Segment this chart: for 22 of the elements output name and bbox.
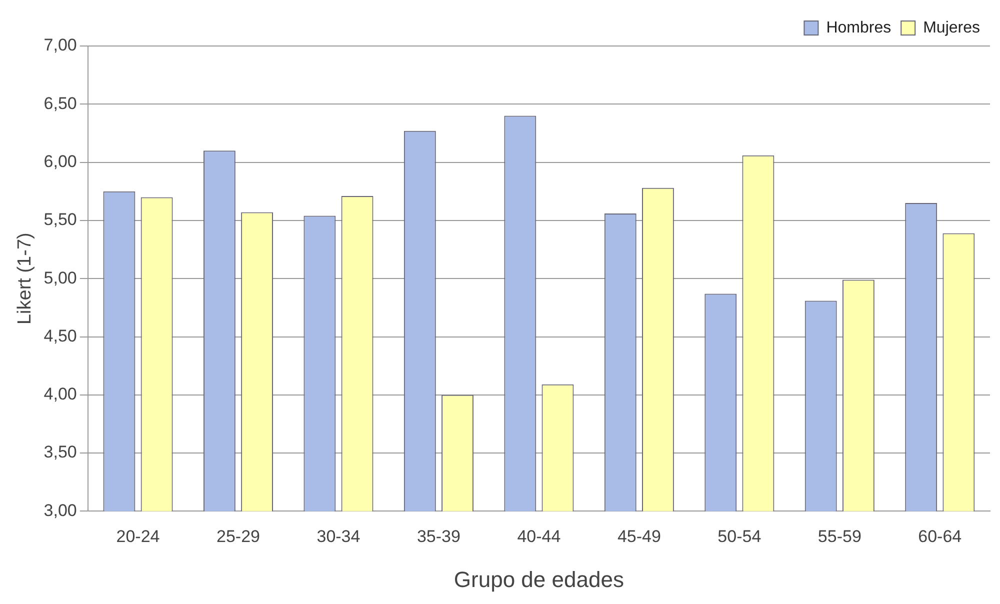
legend-label: Mujeres	[923, 19, 980, 36]
y-tick-label: 6,50	[44, 94, 77, 113]
y-tick-label: 4,00	[44, 384, 77, 404]
y-tick-label: 7,00	[44, 36, 77, 55]
y-tick-label: 3,00	[44, 500, 77, 520]
x-axis-title: Grupo de edades	[454, 566, 624, 592]
y-tick-label: 4,50	[44, 326, 77, 346]
x-tick-label: 20-24	[116, 527, 160, 546]
y-tick-label: 5,00	[44, 268, 77, 288]
x-tick-label: 35-39	[416, 527, 460, 546]
y-tick-label: 3,50	[44, 442, 77, 462]
x-tick-label: 45-49	[617, 527, 661, 546]
x-tick-label: 60-64	[918, 527, 962, 546]
x-tick-label: 40-44	[517, 527, 561, 546]
y-tick-label: 6,00	[44, 152, 77, 171]
x-tick-label: 50-54	[718, 527, 762, 546]
x-tick-label: 25-29	[216, 527, 260, 546]
x-tick-label: 30-34	[316, 527, 360, 546]
legend-label: Hombres	[826, 19, 892, 36]
y-axis-title: Likert (1-7)	[14, 232, 36, 325]
x-tick-label: 55-59	[818, 527, 862, 546]
y-tick-label: 5,50	[44, 210, 77, 230]
